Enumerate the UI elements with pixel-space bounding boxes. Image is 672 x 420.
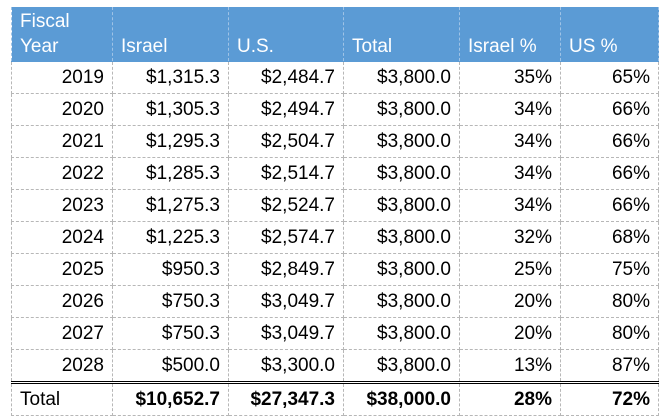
us-pct-cell: 75%	[560, 253, 659, 286]
us-cell: $3,300.0	[228, 349, 344, 383]
year-cell: 2025	[11, 253, 113, 286]
us-cell: $2,524.7	[228, 189, 344, 222]
us-cell: $2,494.7	[228, 93, 344, 126]
year-cell: 2019	[11, 61, 113, 94]
israel-pct-cell: 34%	[459, 189, 561, 222]
us-cell: $3,049.7	[228, 317, 344, 350]
total-cell: $3,800.0	[343, 125, 460, 158]
us-cell: $2,484.7	[228, 61, 344, 94]
israel-cell: $750.3	[112, 285, 229, 318]
table-row: 2026 $750.3 $3,049.7 $3,800.0 20% 80%	[11, 285, 659, 318]
israel-pct-cell: 13%	[459, 349, 561, 383]
israel-pct-cell: 25%	[459, 253, 561, 286]
header-israel: Israel	[112, 7, 229, 62]
table-row: 2025 $950.3 $2,849.7 $3,800.0 25% 75%	[11, 253, 659, 286]
total-cell: $3,800.0	[343, 189, 460, 222]
us-cell: $2,574.7	[228, 221, 344, 254]
israel-cell: $1,305.3	[112, 93, 229, 126]
year-cell: 2028	[11, 349, 113, 383]
israel-cell: $1,285.3	[112, 157, 229, 190]
table-row: 2020 $1,305.3 $2,494.7 $3,800.0 34% 66%	[11, 93, 659, 126]
total-cell: $3,800.0	[343, 285, 460, 318]
israel-cell: $1,315.3	[112, 61, 229, 94]
us-cell: $2,849.7	[228, 253, 344, 286]
header-israel-pct: Israel %	[459, 7, 561, 62]
total-israel: $10,652.7	[112, 381, 229, 416]
us-pct-cell: 66%	[560, 157, 659, 190]
us-pct-cell: 66%	[560, 93, 659, 126]
table-row: 2022 $1,285.3 $2,514.7 $3,800.0 34% 66%	[11, 157, 659, 190]
year-cell: 2023	[11, 189, 113, 222]
israel-pct-cell: 20%	[459, 285, 561, 318]
table-body: 2019 $1,315.3 $2,484.7 $3,800.0 35% 65% 2020 $1…	[11, 61, 659, 383]
header-fiscal-year: Fiscal Year	[11, 7, 113, 62]
year-cell: 2020	[11, 93, 113, 126]
total-total: $38,000.0	[343, 381, 460, 416]
year-cell: 2024	[11, 221, 113, 254]
total-cell: $3,800.0	[343, 93, 460, 126]
table-row: 2027 $750.3 $3,049.7 $3,800.0 20% 80%	[11, 317, 659, 350]
us-cell: $2,504.7	[228, 125, 344, 158]
israel-cell: $1,295.3	[112, 125, 229, 158]
us-pct-cell: 80%	[560, 285, 659, 318]
total-us-pct: 72%	[560, 381, 659, 416]
israel-cell: $500.0	[112, 349, 229, 383]
table-row: 2021 $1,295.3 $2,504.7 $3,800.0 34% 66%	[11, 125, 659, 158]
total-cell: $3,800.0	[343, 349, 460, 383]
year-cell: 2026	[11, 285, 113, 318]
us-pct-cell: 66%	[560, 125, 659, 158]
header-fiscal-year-line2: Year	[20, 36, 59, 57]
total-cell: $3,800.0	[343, 221, 460, 254]
israel-cell: $1,225.3	[112, 221, 229, 254]
us-cell: $3,049.7	[228, 285, 344, 318]
header-total: Total	[343, 7, 460, 62]
total-cell: $3,800.0	[343, 61, 460, 94]
header-us: U.S.	[228, 7, 344, 62]
year-cell: 2021	[11, 125, 113, 158]
israel-pct-cell: 32%	[459, 221, 561, 254]
us-pct-cell: 68%	[560, 221, 659, 254]
table-row: 2019 $1,315.3 $2,484.7 $3,800.0 35% 65%	[11, 61, 659, 94]
table-row: 2023 $1,275.3 $2,524.7 $3,800.0 34% 66%	[11, 189, 659, 222]
total-row: Total $10,652.7 $27,347.3 $38,000.0 28% …	[11, 381, 659, 416]
total-cell: $3,800.0	[343, 157, 460, 190]
total-cell: $3,800.0	[343, 317, 460, 350]
table-row: 2024 $1,225.3 $2,574.7 $3,800.0 32% 68%	[11, 221, 659, 254]
header-fiscal-year-line1: Fiscal	[20, 11, 70, 32]
us-pct-cell: 66%	[560, 189, 659, 222]
us-pct-cell: 87%	[560, 349, 659, 383]
israel-cell: $1,275.3	[112, 189, 229, 222]
total-israel-pct: 28%	[459, 381, 561, 416]
year-cell: 2027	[11, 317, 113, 350]
us-pct-cell: 65%	[560, 61, 659, 94]
table-row: 2028 $500.0 $3,300.0 $3,800.0 13% 87%	[11, 349, 659, 383]
total-cell: $3,800.0	[343, 253, 460, 286]
funding-table-container: Fiscal Year Israel U.S. Total Israel % U…	[11, 7, 659, 416]
israel-pct-cell: 34%	[459, 125, 561, 158]
us-pct-cell: 80%	[560, 317, 659, 350]
israel-pct-cell: 20%	[459, 317, 561, 350]
israel-pct-cell: 34%	[459, 93, 561, 126]
year-cell: 2022	[11, 157, 113, 190]
funding-table: Fiscal Year Israel U.S. Total Israel % U…	[11, 7, 659, 416]
israel-pct-cell: 35%	[459, 61, 561, 94]
total-us: $27,347.3	[228, 381, 344, 416]
israel-cell: $750.3	[112, 317, 229, 350]
israel-cell: $950.3	[112, 253, 229, 286]
israel-pct-cell: 34%	[459, 157, 561, 190]
total-label: Total	[11, 381, 113, 416]
us-cell: $2,514.7	[228, 157, 344, 190]
header-us-pct: US %	[560, 7, 659, 62]
header-row: Fiscal Year Israel U.S. Total Israel % U…	[11, 7, 659, 62]
